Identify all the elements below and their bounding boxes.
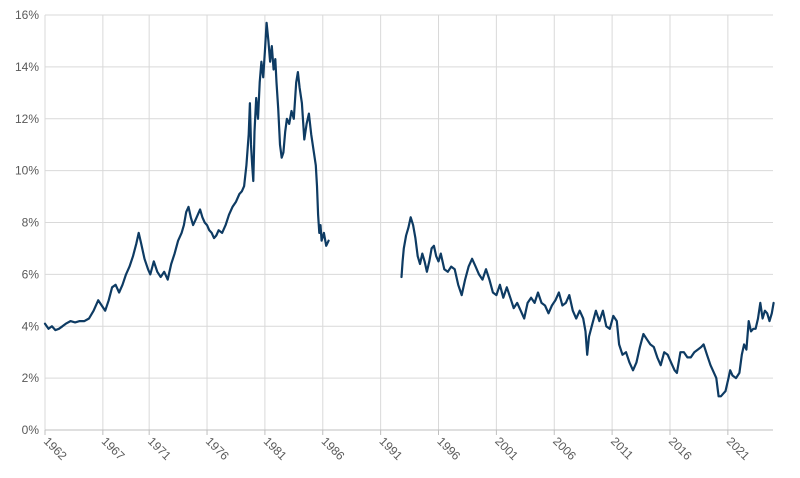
series-line-segment (400, 216, 775, 398)
y-tick-label: 10% (15, 164, 39, 178)
x-tick-label: 1976 (203, 434, 232, 463)
x-tick-label: 2011 (608, 434, 636, 462)
x-tick-label: 1962 (41, 434, 70, 463)
x-tick-label: 2001 (492, 434, 521, 463)
x-tick-label: 1971 (145, 434, 174, 463)
x-axis-tick-labels: 1962 1967 1971 1976 1981 1986 1991 1996 2001 2006… (41, 434, 753, 463)
y-axis-tick-labels: 0% 2% 4% 6% 8% 10% 12% 14% 16% (15, 8, 39, 437)
y-tick-label: 14% (15, 60, 39, 74)
y-tick-label: 6% (22, 267, 40, 281)
y-tick-label: 16% (15, 8, 39, 22)
x-tick-label: 1996 (434, 434, 463, 463)
x-tick-label: 2016 (666, 434, 695, 463)
y-tick-label: 0% (22, 423, 40, 437)
x-tick-label: 1991 (377, 434, 406, 463)
x-tick-label: 1981 (261, 434, 290, 463)
x-tick-label: 2006 (550, 434, 579, 463)
y-tick-label: 12% (15, 112, 39, 126)
y-tick-label: 8% (22, 216, 40, 230)
x-axis (44, 429, 773, 435)
y-tick-label: 2% (22, 371, 40, 385)
series (43, 21, 775, 398)
gridlines (44, 14, 773, 430)
series-line-segment (43, 21, 330, 332)
y-tick-label: 4% (22, 319, 40, 333)
x-tick-label: 1967 (99, 434, 128, 463)
x-tick-label: 2021 (724, 434, 753, 463)
x-tick-label: 1986 (319, 434, 348, 463)
